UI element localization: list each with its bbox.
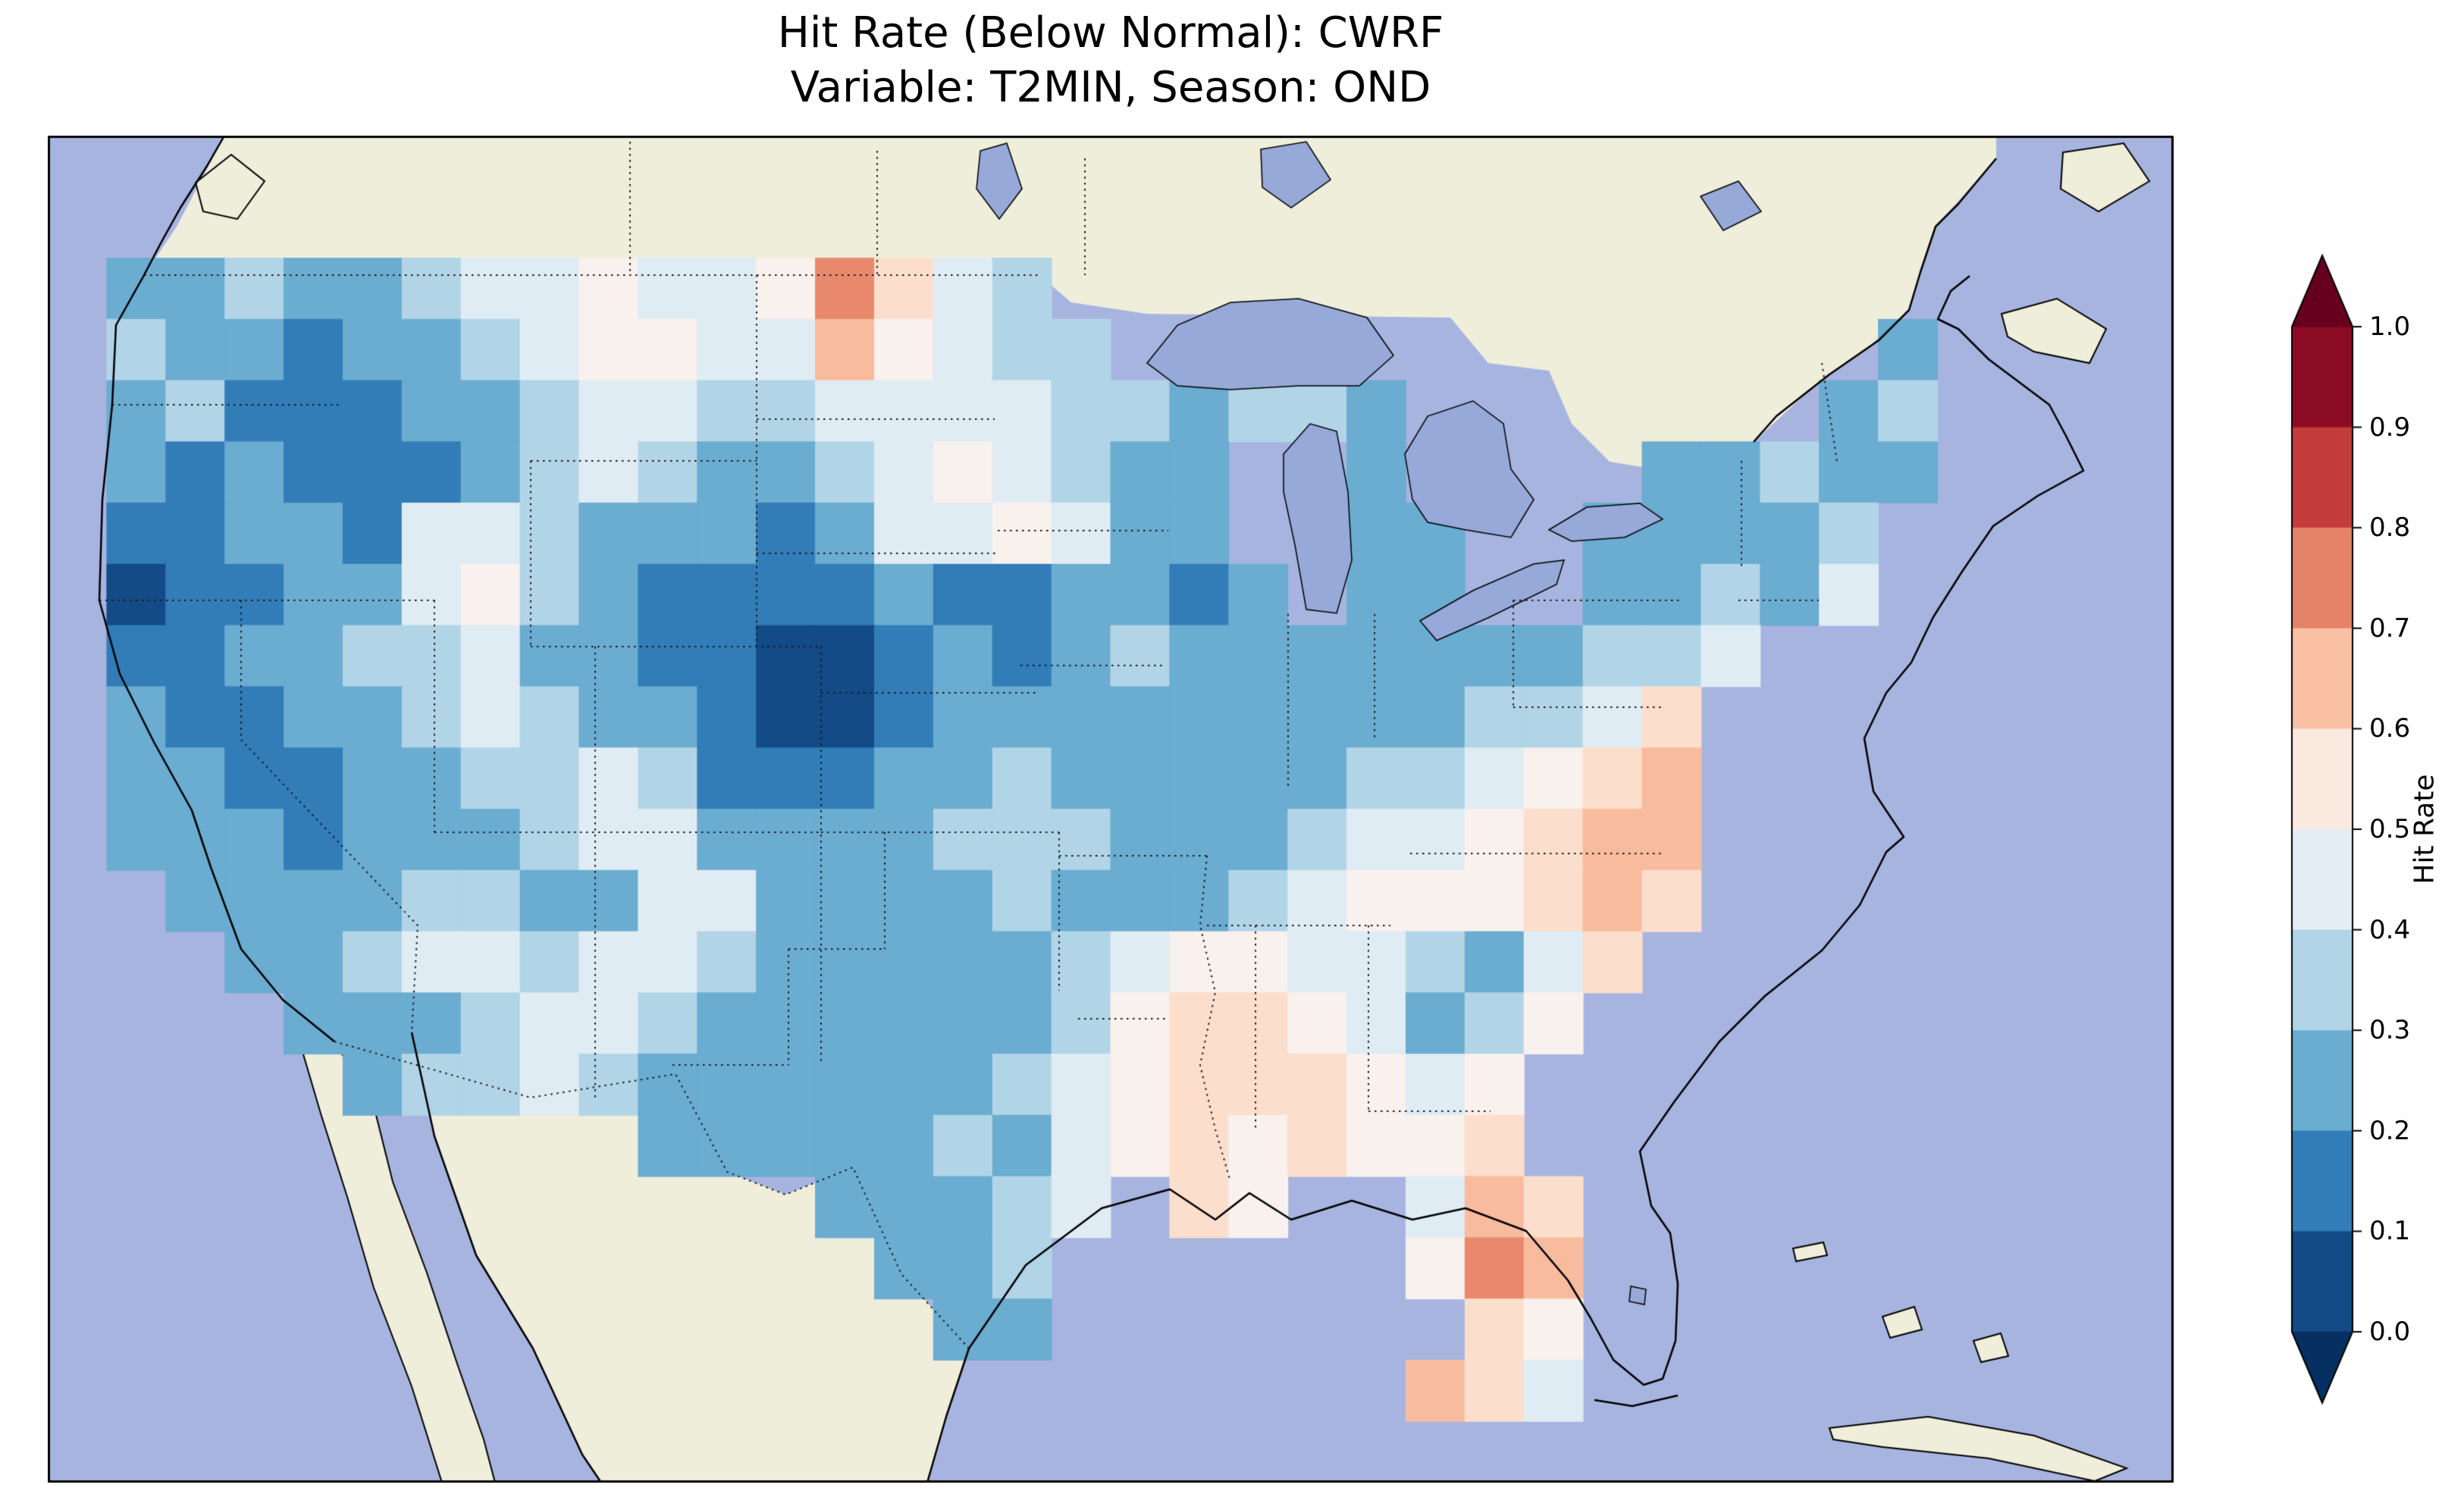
colorbar-tick-label: 0.2 [2369,1115,2411,1146]
colorbar-tick-label: 1.0 [2369,312,2411,342]
chart-title-line2: Variable: T2MIN, Season: OND [790,62,1431,112]
colorbar-tick-label: 0.1 [2369,1216,2411,1247]
colorbar-tick-label: 0.5 [2369,814,2411,844]
colorbar-tick-label: 0.9 [2369,412,2411,443]
colorbar-tick-label: 0.8 [2369,512,2411,543]
colorbar-tick-label: 0.6 [2369,713,2411,744]
colorbar-tick-label: 0.7 [2369,612,2411,644]
map-canvas [48,136,2174,1483]
colorbar-axis-label: Hit Rate [2409,774,2440,885]
colorbar-tick-label: 0.4 [2369,914,2411,945]
colorbar-tick-label: 0.0 [2369,1317,2411,1347]
colorbar: 1.0 0.9 0.8 0.7 0.6 0.5 0.4 0.3 0.2 0.1 0.0 Hit Ra… [2284,250,2464,1448]
chart-title-line1: Hit Rate (Below Normal): CWRF [777,8,1444,58]
figure-title: Hit Rate (Below Normal): CWRF Variable: … [48,6,2174,114]
colorbar-canvas [2284,250,2383,1433]
colorbar-tick-label: 0.3 [2369,1015,2411,1046]
